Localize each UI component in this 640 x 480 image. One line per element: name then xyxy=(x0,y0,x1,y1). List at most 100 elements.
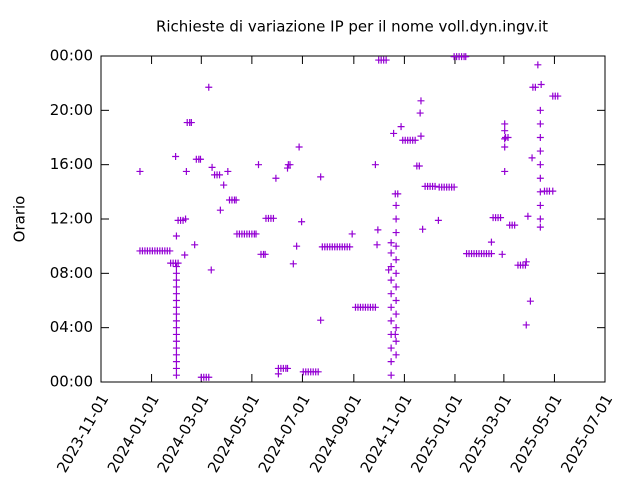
point xyxy=(501,167,509,175)
point xyxy=(216,206,224,214)
x-tick-label: 2024-01-01 xyxy=(104,391,163,476)
point xyxy=(387,303,395,311)
point xyxy=(284,364,292,372)
point xyxy=(511,221,519,229)
point xyxy=(317,316,325,324)
x-tick-label: 2024-03-01 xyxy=(153,391,212,476)
point xyxy=(536,134,544,141)
point xyxy=(392,269,400,277)
point xyxy=(172,317,180,325)
point xyxy=(314,368,322,376)
point xyxy=(317,173,325,181)
x-tick-label: 2024-07-01 xyxy=(255,391,314,476)
point xyxy=(207,266,215,274)
point xyxy=(392,201,400,209)
point xyxy=(392,215,400,223)
point xyxy=(397,123,405,131)
point xyxy=(392,297,400,304)
point xyxy=(172,324,180,332)
point xyxy=(501,135,509,143)
point xyxy=(182,215,190,223)
point xyxy=(387,249,395,257)
y-tick-label: 20:00 xyxy=(50,101,93,119)
point xyxy=(387,358,395,366)
point xyxy=(289,260,297,268)
point xyxy=(391,330,399,338)
x-tick-label: 2023-11-01 xyxy=(53,391,112,476)
point xyxy=(348,230,356,238)
point xyxy=(224,167,232,175)
point xyxy=(136,167,144,175)
point xyxy=(554,92,562,100)
point xyxy=(208,163,216,171)
point xyxy=(191,241,199,249)
x-tick-label: 2024-11-01 xyxy=(357,391,416,476)
point xyxy=(181,251,189,259)
point xyxy=(521,261,529,269)
point xyxy=(450,183,458,191)
point xyxy=(531,83,539,91)
point xyxy=(392,324,400,332)
point xyxy=(434,216,442,224)
point xyxy=(255,161,262,169)
point xyxy=(293,242,301,250)
point xyxy=(295,143,303,151)
point xyxy=(392,310,400,318)
x-tick-label: 2025-03-01 xyxy=(456,391,515,476)
y-tick-label: 08:00 xyxy=(50,264,93,282)
x-tick-label: 2025-05-01 xyxy=(507,391,566,476)
y-axis-label: Orario xyxy=(11,196,29,243)
point xyxy=(187,119,195,127)
point xyxy=(172,283,180,291)
point xyxy=(394,190,402,198)
point xyxy=(272,174,280,182)
point xyxy=(536,106,544,114)
point xyxy=(174,259,182,267)
point xyxy=(371,303,379,311)
x-tick-label: 2025-07-01 xyxy=(557,391,616,476)
point xyxy=(252,230,260,238)
point xyxy=(261,250,269,258)
point xyxy=(536,201,544,209)
point xyxy=(501,120,509,128)
point xyxy=(522,321,530,329)
point xyxy=(392,283,400,291)
point xyxy=(536,174,544,182)
point xyxy=(172,344,180,352)
point xyxy=(534,61,542,69)
point xyxy=(172,269,180,277)
point xyxy=(387,276,395,284)
y-tick-label: 04:00 xyxy=(50,318,93,336)
point xyxy=(537,81,545,89)
point xyxy=(487,238,495,246)
point xyxy=(536,120,544,128)
point xyxy=(387,371,395,379)
y-tick-label: 16:00 xyxy=(50,155,93,173)
point xyxy=(417,97,425,105)
point xyxy=(387,239,395,247)
point xyxy=(387,290,395,298)
y-tick-label: 00:00 xyxy=(50,47,93,65)
point xyxy=(286,161,294,169)
point xyxy=(172,371,180,379)
point xyxy=(487,250,495,258)
point xyxy=(524,212,532,220)
y-tick-label: 12:00 xyxy=(50,210,93,228)
point xyxy=(220,181,228,189)
point xyxy=(172,232,180,240)
point xyxy=(232,196,240,204)
point xyxy=(536,161,544,169)
point xyxy=(526,297,534,305)
point xyxy=(498,250,506,258)
point xyxy=(536,223,544,231)
point xyxy=(431,182,439,190)
point xyxy=(417,132,425,140)
point xyxy=(536,215,544,223)
point xyxy=(392,351,400,359)
point xyxy=(205,83,213,91)
point xyxy=(536,147,544,155)
point xyxy=(216,171,224,179)
point xyxy=(415,162,423,170)
point xyxy=(346,243,354,251)
